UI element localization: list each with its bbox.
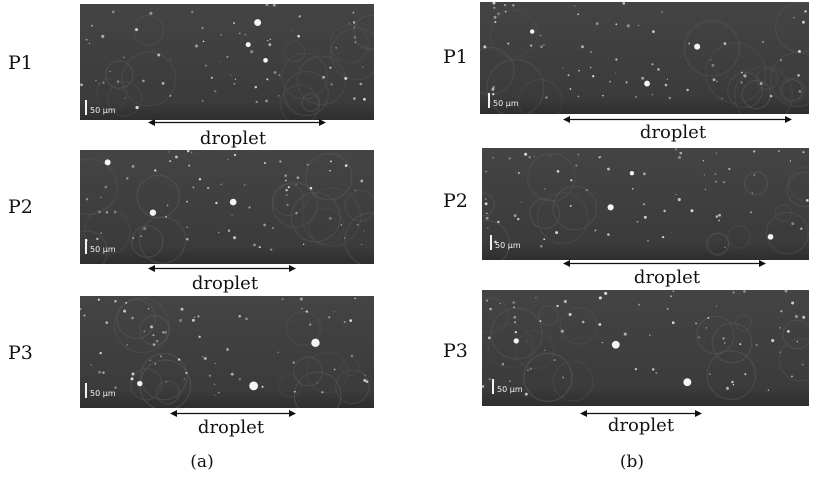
droplet-label-b-p3: droplet [607,415,675,436]
arrow-head [580,410,587,417]
droplet-label-a-p3: droplet [197,417,265,438]
caption-b: (b) [619,452,645,472]
micrograph-b-p2: 50 µm [482,148,809,260]
scale-bar-line [488,93,490,108]
scale-bar-label: 50 µm [90,245,116,254]
arrow-head [785,116,792,123]
micrograph-a-p2: 50 µm [80,150,374,264]
arrow-head [563,260,570,267]
droplet-arrow-a-p3 [170,409,296,418]
arrow-head [695,410,702,417]
scale-bar-a-p1: 50 µm [85,100,116,115]
scale-bar-label: 50 µm [493,99,519,108]
micrograph-b-p1: 50 µm [480,2,809,114]
caption-a: (a) [190,452,214,472]
scale-bar-line [85,100,87,115]
droplet-label-a-p2: droplet [191,273,259,294]
arrow-head [319,119,326,126]
scale-bar-label: 50 µm [497,385,523,394]
droplet-label-a-p1: droplet [199,128,267,149]
scale-bar-label: 50 µm [90,106,116,115]
scale-bar-line [492,379,494,394]
micrograph-texture [80,4,374,120]
droplet-arrow-b-p3 [580,409,702,418]
arrow-head [148,265,155,272]
arrow-head [170,410,177,417]
scale-bar-b-p2: 50 µm [490,235,521,250]
scale-bar-line [85,239,87,254]
droplet-arrow-a-p1 [148,118,326,127]
row-label-a-p3: P3 [8,342,33,364]
micrograph-texture [80,150,374,264]
row-label-b-p3: P3 [443,340,468,362]
micrograph-a-p1: 50 µm [80,4,374,120]
micrograph-a-p3: 50 µm [80,296,374,408]
droplet-arrow-a-p2 [148,264,296,273]
row-label-b-p2: P2 [443,190,468,212]
droplet-arrow-b-p1 [563,115,792,124]
droplet-label-b-p2: droplet [633,267,701,288]
arrow-head [148,119,155,126]
scale-bar-line [85,383,87,398]
micrograph-texture [80,296,374,408]
droplet-arrow-b-p2 [563,259,766,268]
row-label-a-p2: P2 [8,196,33,218]
scale-bar-label: 50 µm [495,241,521,250]
row-label-b-p1: P1 [443,46,468,68]
row-label-a-p1: P1 [8,52,33,74]
micrograph-b-p3: 50 µm [482,290,809,406]
arrow-head [563,116,570,123]
arrow-head [289,410,296,417]
scale-bar-label: 50 µm [90,389,116,398]
scale-bar-a-p2: 50 µm [85,239,116,254]
scale-bar-b-p3: 50 µm [492,379,523,394]
micrograph-texture [480,2,809,114]
micrograph-texture [482,290,809,406]
micrograph-texture [482,148,809,260]
droplet-label-b-p1: droplet [639,122,707,143]
arrow-head [289,265,296,272]
arrow-head [759,260,766,267]
scale-bar-a-p3: 50 µm [85,383,116,398]
scale-bar-b-p1: 50 µm [488,93,519,108]
scale-bar-line [490,235,492,250]
